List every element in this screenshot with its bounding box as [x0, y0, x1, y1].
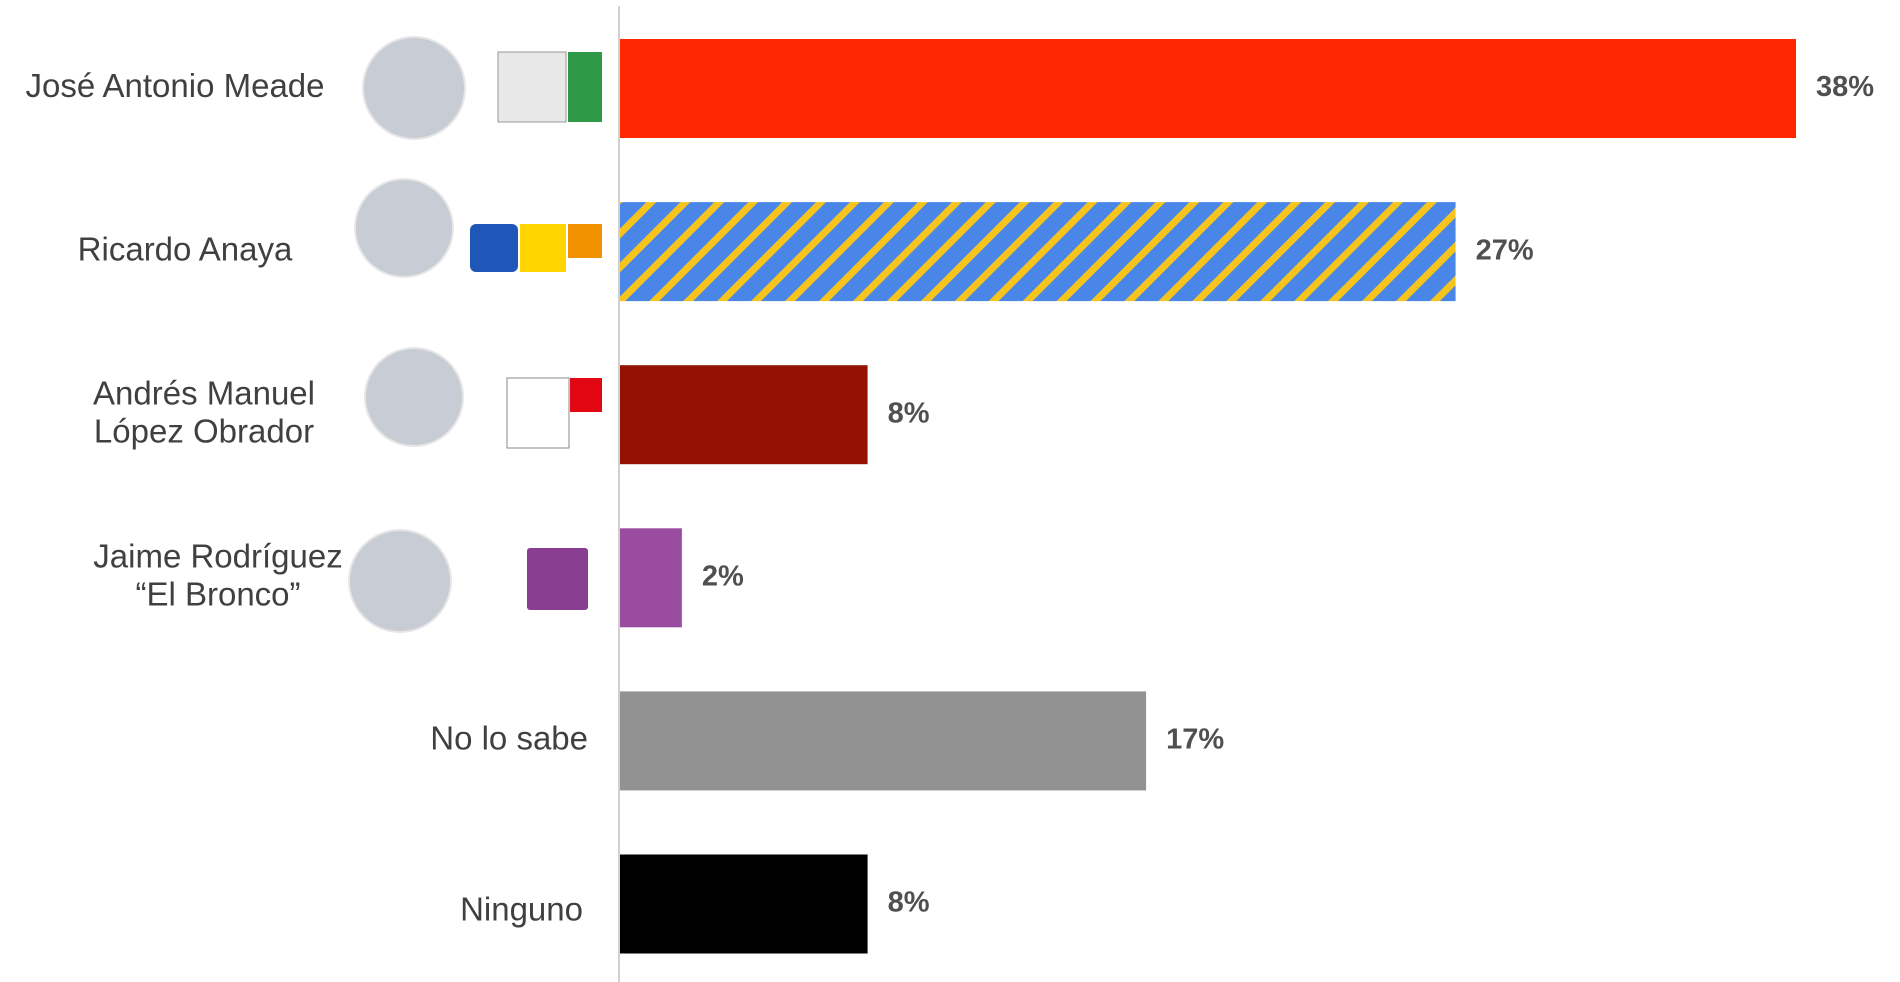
logo: [506, 377, 570, 449]
value-label: 38%: [1816, 71, 1874, 103]
value-label: 8%: [888, 887, 930, 919]
category-label: Ricardo Anaya: [78, 230, 293, 267]
category-label: Ninguno: [460, 891, 583, 928]
bar: [620, 39, 1796, 138]
bar: [620, 854, 868, 954]
party-logos: [470, 51, 602, 610]
category-label: No lo sabe: [430, 720, 588, 757]
photos: [348, 36, 466, 633]
value-label: 8%: [888, 397, 930, 429]
value-label: 2%: [702, 560, 744, 592]
category-label: José Antonio Meade: [25, 67, 324, 104]
category-label: Jaime Rodríguez: [93, 538, 342, 575]
logo: [520, 224, 566, 272]
logo: [570, 378, 602, 412]
logo: [568, 52, 602, 122]
bar: [620, 528, 682, 628]
bar: [620, 202, 1456, 302]
logo: [527, 548, 588, 610]
category-label: Andrés Manuel: [93, 374, 315, 411]
bar: [620, 691, 1147, 791]
bar: [620, 365, 868, 465]
photo: [362, 36, 466, 140]
photo: [354, 178, 454, 278]
category-label: “El Bronco”: [135, 576, 300, 613]
logo: [497, 51, 567, 123]
photo: [348, 529, 452, 633]
photo: [364, 347, 464, 447]
logo: [568, 224, 602, 258]
category-label: López Obrador: [94, 412, 314, 449]
value-label: 27%: [1476, 234, 1534, 266]
logo: [470, 224, 518, 272]
value-label: 17%: [1166, 724, 1224, 756]
